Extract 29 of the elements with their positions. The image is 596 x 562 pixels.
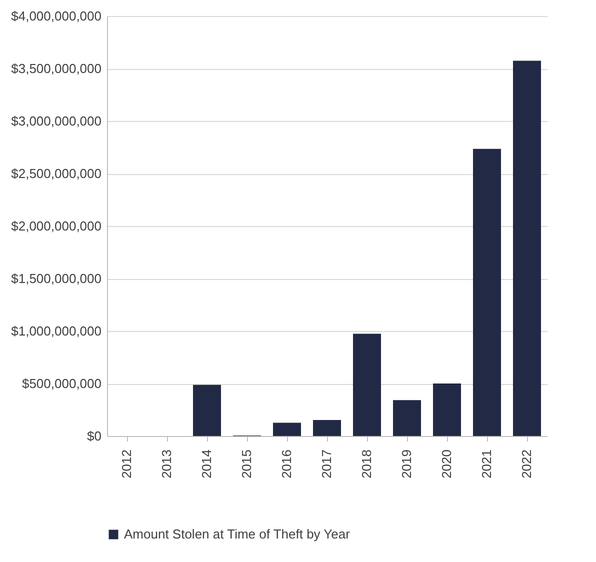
bar xyxy=(473,148,501,436)
x-tick-label: 2015 xyxy=(239,450,254,478)
bar xyxy=(393,400,421,436)
y-tick-label: $1,000,000,000 xyxy=(11,324,102,338)
x-tick-label: 2016 xyxy=(279,450,294,478)
y-tick-label: $2,000,000,000 xyxy=(11,218,102,234)
y-tick-label: $3,000,000,000 xyxy=(11,114,102,128)
x-tick-label: 2019 xyxy=(399,450,414,478)
x-tick-label: 2014 xyxy=(199,450,214,478)
x-tick-label: 2012 xyxy=(119,450,134,478)
y-tick-label: $3,500,000,000 xyxy=(11,61,102,76)
y-tick-label: $4,000,000,000 xyxy=(11,8,102,24)
bar xyxy=(313,420,341,436)
x-tick-label: 2020 xyxy=(439,450,454,478)
bar xyxy=(353,334,381,436)
y-tick-label: $1,500,000,000 xyxy=(11,271,102,286)
bar xyxy=(433,384,461,436)
x-tick-label: 2018 xyxy=(359,450,374,478)
x-tick-label: 2022 xyxy=(519,450,534,478)
y-tick-label: $0 xyxy=(87,428,102,444)
x-tick-label: 2013 xyxy=(159,450,174,478)
bar xyxy=(273,422,301,436)
bar xyxy=(193,384,221,436)
x-tick-label: 2017 xyxy=(319,450,334,478)
y-tick-label: $500,000,000 xyxy=(22,376,102,391)
bar xyxy=(513,60,541,436)
legend-label: Amount Stolen at Time of Theft by Year xyxy=(124,526,351,542)
x-tick-label: 2021 xyxy=(479,450,494,478)
y-tick-label: $2,500,000,000 xyxy=(11,166,102,181)
